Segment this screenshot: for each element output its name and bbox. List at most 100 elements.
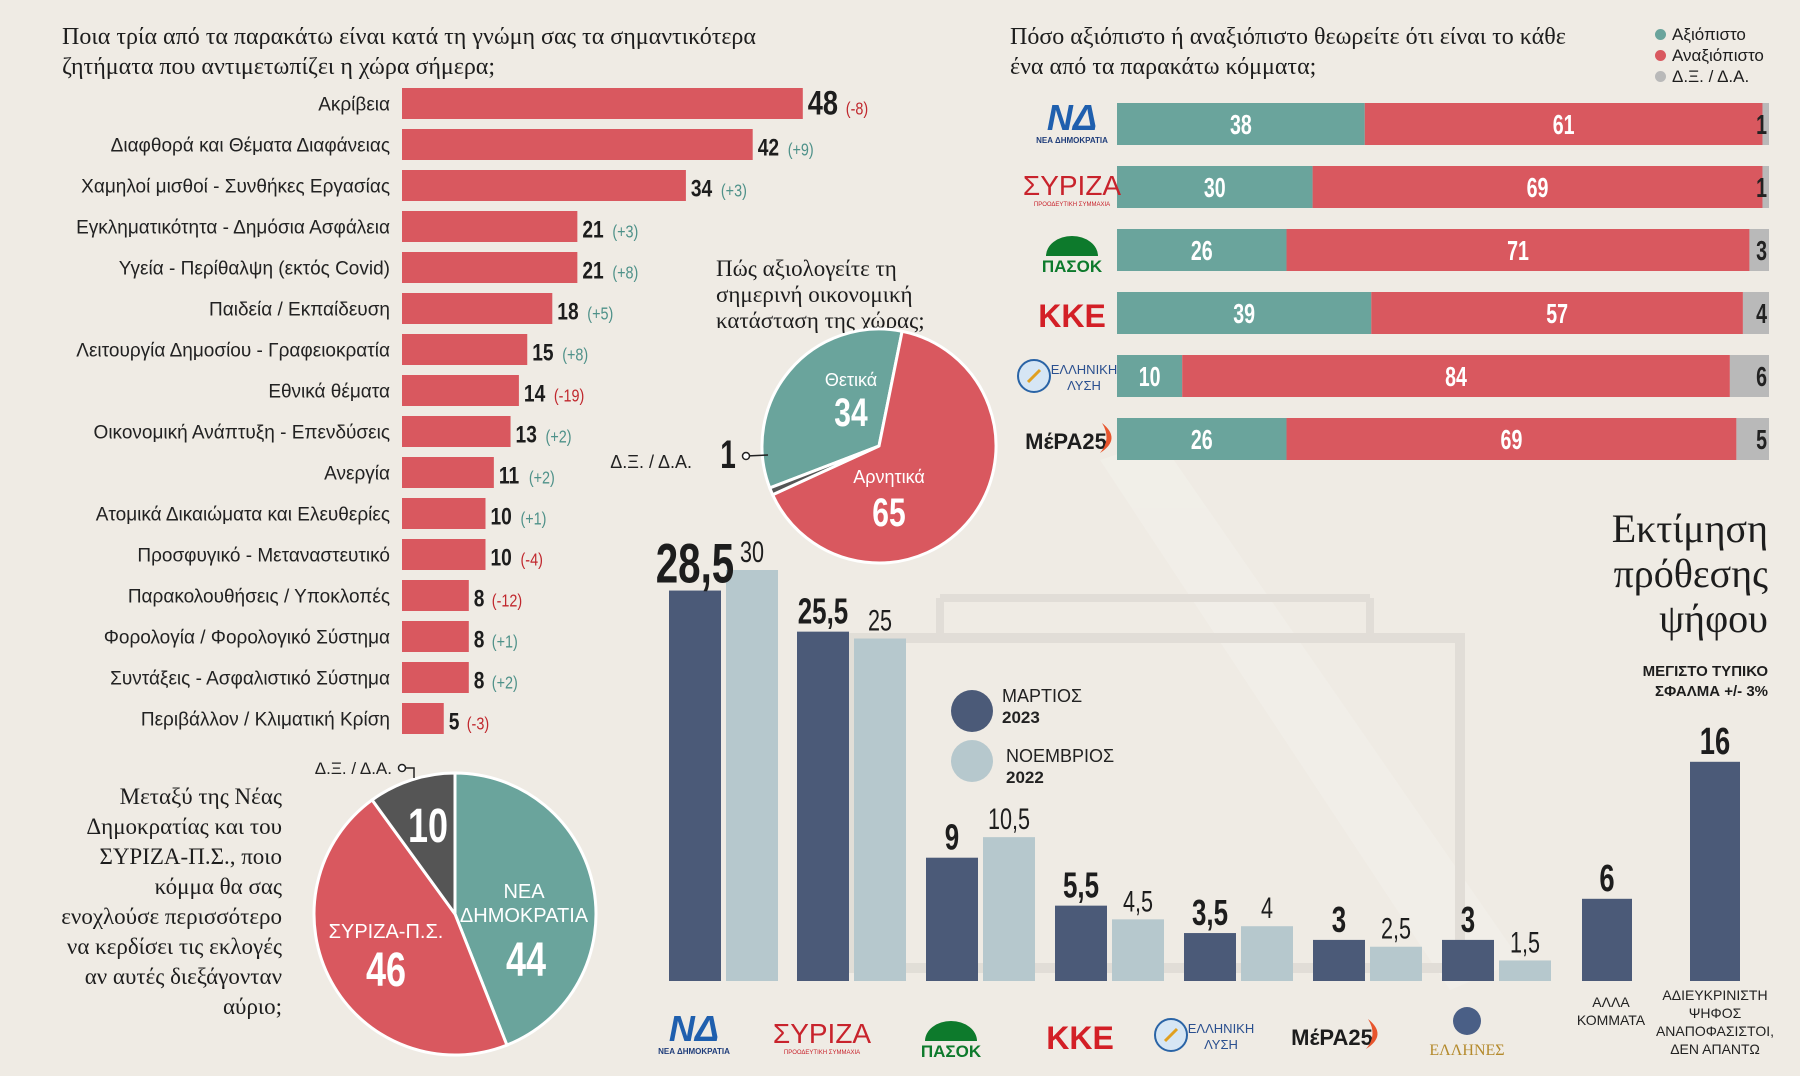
trust-segment bbox=[1762, 103, 1769, 145]
vote-label-mar2023: 16 bbox=[1700, 721, 1730, 763]
trust-value: 4 bbox=[1756, 299, 1767, 330]
vote-legend-mar-label: ΜΑΡΤΙΟΣ bbox=[1002, 686, 1082, 706]
issue-change: (-19) bbox=[554, 386, 584, 406]
trust-segment bbox=[1364, 103, 1763, 145]
syriza-logo-mark: ΣΥΡΙΖΑ bbox=[1023, 170, 1122, 201]
issue-bar bbox=[402, 621, 469, 652]
trust-value: 6 bbox=[1756, 362, 1767, 393]
issue-label: Εθνικά θέματα bbox=[268, 382, 390, 403]
mera-bird-icon bbox=[1366, 1019, 1378, 1049]
trust-value: 30 bbox=[1204, 173, 1226, 204]
issue-bar bbox=[402, 375, 519, 406]
trust-segment bbox=[1729, 355, 1769, 397]
trust-value: 39 bbox=[1233, 299, 1255, 330]
issue-value: 14 bbox=[524, 379, 545, 407]
vote-legend-nov-label: ΝΟΕΜΒΡΙΟΣ bbox=[1006, 746, 1114, 766]
bother-value-dk: 10 bbox=[408, 799, 448, 852]
issues-title: Ποια τρία από τα παρακάτω είναι κατά τη … bbox=[62, 24, 756, 80]
kke-logo-text: ΚΚΕ bbox=[1046, 1020, 1114, 1056]
vote-bar-nov2022 bbox=[854, 638, 906, 981]
trust-value: 71 bbox=[1507, 236, 1529, 267]
issue-value: 18 bbox=[557, 297, 578, 325]
issue-value: 15 bbox=[532, 338, 553, 366]
trust-value: 61 bbox=[1553, 110, 1575, 141]
vote-bar-nov2022 bbox=[1370, 946, 1422, 981]
issue-label: Οικονομική Ανάπτυξη - Επενδύσεις bbox=[94, 423, 390, 444]
party-logo: ΜέΡΑ25 bbox=[1291, 1019, 1378, 1050]
issue-bar bbox=[402, 129, 753, 160]
economy-title: Πώς αξιολογείτε τη σημερινή οικονομική κ… bbox=[716, 256, 925, 333]
pasok-sun-icon bbox=[1046, 236, 1098, 256]
vote-title: Εκτίμηση πρόθεσης ψήφου bbox=[1611, 506, 1768, 641]
issue-change: (+2) bbox=[492, 673, 518, 693]
vote-legend-swatch-nov bbox=[951, 740, 993, 782]
trust-segment bbox=[1742, 292, 1769, 334]
el-logo-text-2: ΛΥΣΗ bbox=[1204, 1037, 1238, 1052]
issue-bar bbox=[402, 498, 486, 529]
vote-bar-mar2023 bbox=[1313, 939, 1365, 981]
vote-label-nov2022: 2,5 bbox=[1381, 911, 1411, 945]
issue-bar bbox=[402, 662, 469, 693]
trust-segment bbox=[1762, 166, 1769, 208]
vote-label-mar2023: 9 bbox=[945, 818, 959, 858]
issue-label: Ακρίβεια bbox=[318, 95, 390, 116]
vote-cat-others-1: ΑΛΛΑ bbox=[1592, 994, 1630, 1010]
vote-label-mar2023: 5,5 bbox=[1063, 866, 1099, 906]
economy-slice bbox=[760, 327, 904, 490]
issue-label: Ανεργία bbox=[324, 464, 390, 485]
party-logo: ΚΚΕ bbox=[1046, 1020, 1114, 1056]
issue-value: 42 bbox=[758, 133, 779, 161]
el-logo-text-2: ΛΥΣΗ bbox=[1067, 378, 1101, 393]
trust-value: 84 bbox=[1445, 362, 1467, 393]
issue-change: (+2) bbox=[546, 427, 572, 447]
vote-label-nov2022: 4,5 bbox=[1123, 884, 1153, 918]
vote-bar-mar2023 bbox=[926, 857, 978, 981]
ellines-helmet-icon bbox=[1453, 1007, 1481, 1035]
trust-segment bbox=[1182, 355, 1730, 397]
issue-bar bbox=[402, 334, 528, 365]
trust-segment bbox=[1286, 418, 1737, 460]
issue-change: (+9) bbox=[788, 140, 814, 160]
trust-segment bbox=[1371, 292, 1743, 334]
mera-logo-text: ΜέΡΑ25 bbox=[1025, 429, 1107, 454]
issues-chart: Ακρίβεια 48 (-8) Διαφθορά και Θέματα Διαφάν… bbox=[76, 84, 868, 735]
bother-slice bbox=[453, 771, 598, 1048]
bother-title: Μεταξύ της Νέας Δημοκρατίας και του ΣΥΡΙ… bbox=[61, 784, 282, 1019]
kke-logo-text: ΚΚΕ bbox=[1038, 298, 1106, 334]
vote-bar-nov2022 bbox=[726, 570, 778, 981]
issue-change: (-12) bbox=[492, 591, 522, 611]
trust-title: Πόσο αξιόπιστο ή αναξιόπιστο θεωρείτε ότ… bbox=[1010, 24, 1566, 80]
economy-dk-dot bbox=[741, 451, 751, 461]
economy-slice bbox=[770, 329, 998, 565]
legend-label-untrust: Αναξιόπιστο bbox=[1672, 46, 1764, 65]
trust-legend: Αξιόπιστο Αναξιόπιστο Δ.Ξ. / Δ.Α. bbox=[1655, 24, 1764, 87]
trust-value: 69 bbox=[1527, 173, 1549, 204]
syriza-logo-text: ΠΡΟΟΔΕΥΤΙΚΗ ΣΥΜΜΑΧΙΑ bbox=[784, 1050, 860, 1056]
nd-logo-text: ΝΕΑ ΔΗΜΟΚΡΑΤΙΑ bbox=[658, 1047, 730, 1056]
issue-value: 8 bbox=[474, 625, 485, 653]
trust-segment bbox=[1117, 355, 1183, 397]
bother-value-syriza: 46 bbox=[366, 943, 406, 996]
issue-change: (-8) bbox=[846, 99, 868, 119]
syriza-logo-text: ΠΡΟΟΔΕΥΤΙΚΗ ΣΥΜΜΑΧΙΑ bbox=[1034, 202, 1110, 208]
vote-bar-mar2023 bbox=[1690, 761, 1740, 981]
issue-change: (+2) bbox=[529, 468, 555, 488]
vote-bar-nov2022 bbox=[1241, 926, 1293, 981]
issue-label: Ατομικά Δικαιώματα και Ελευθερίες bbox=[96, 505, 390, 526]
vote-label-mar2023: 3,5 bbox=[1192, 893, 1228, 933]
vote-chart: 28,5 30 25,5 25 9 10,5 5,5 4,5 3,5 4 3 2,5 3 1,5 6 16 ΑΛ… bbox=[656, 533, 1774, 1061]
issue-label: Προσφυγικό - Μεταναστευτικό bbox=[137, 546, 390, 567]
trust-value: 57 bbox=[1546, 299, 1568, 330]
vote-legend-mar-year: 2023 bbox=[1002, 708, 1040, 727]
bother-label-nd-1: ΝΕΑ bbox=[503, 881, 545, 903]
vote-bar-mar2023 bbox=[669, 590, 721, 981]
issue-value: 5 bbox=[449, 707, 460, 735]
legend-swatch-dk bbox=[1655, 71, 1666, 82]
economy-label-dk: Δ.Ξ. / Δ.Α. bbox=[610, 452, 692, 472]
